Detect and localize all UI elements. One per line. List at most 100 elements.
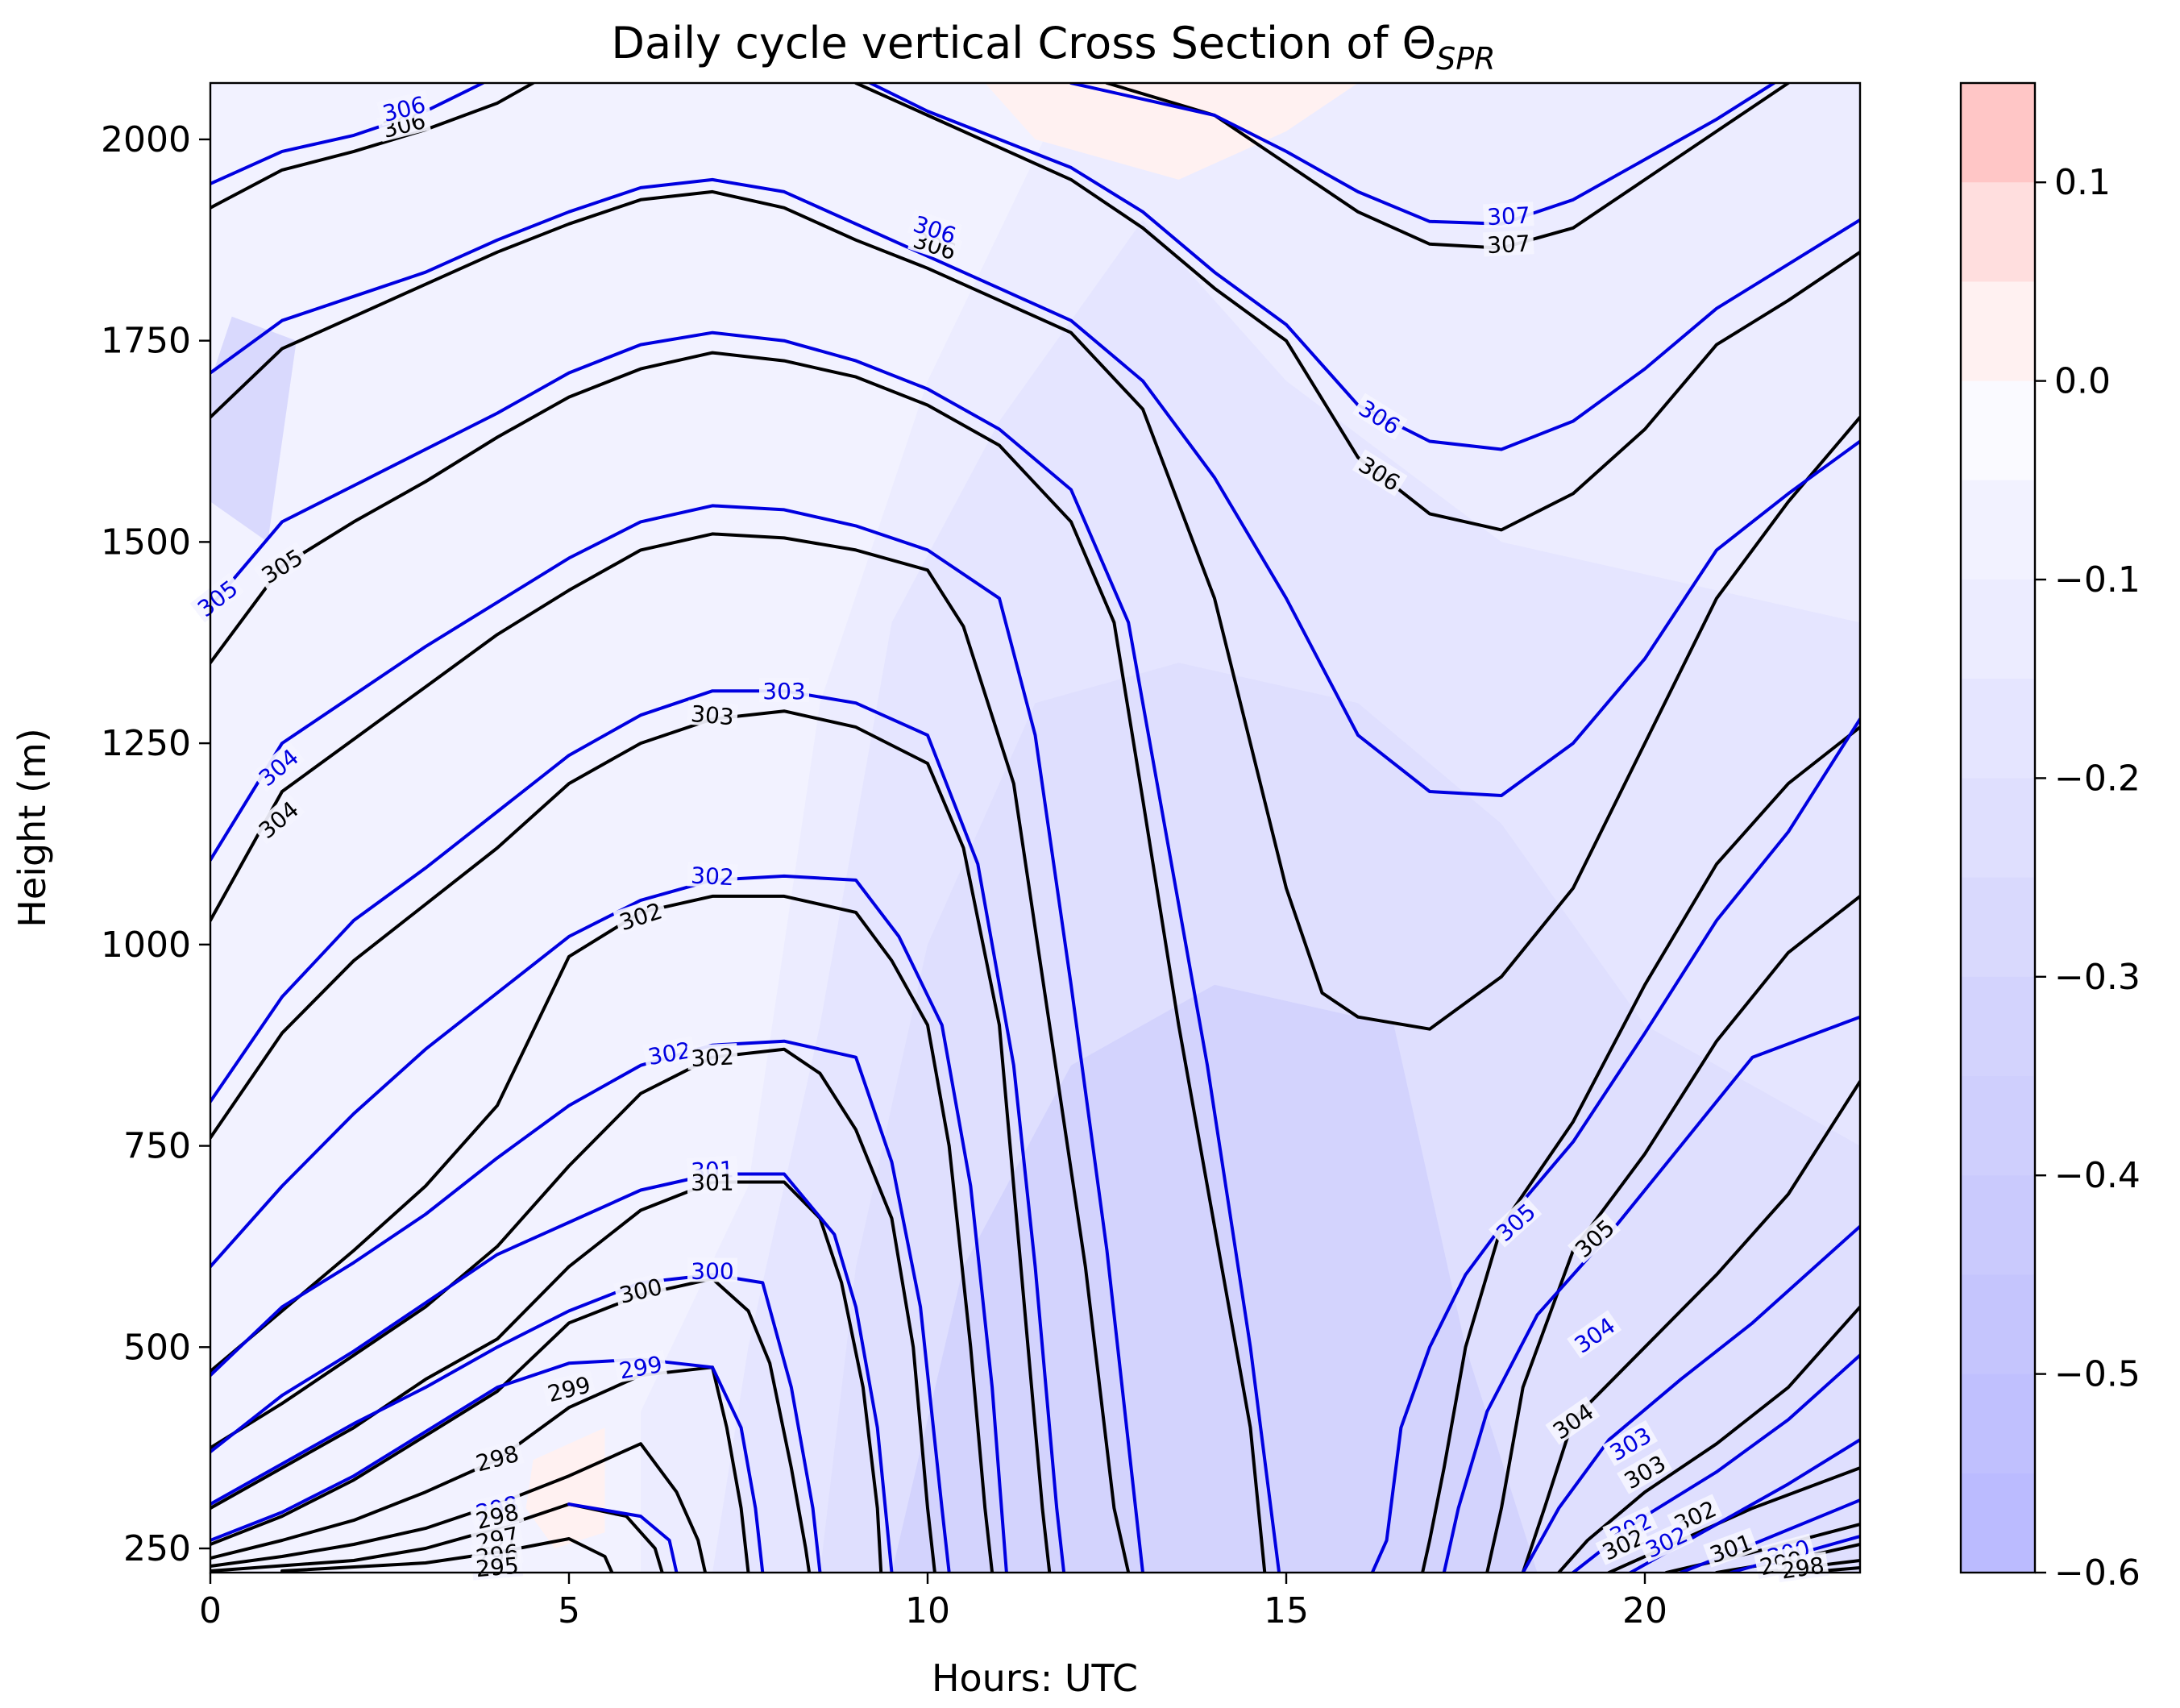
- contour-label: 300: [687, 1257, 737, 1284]
- contour-label-text: 300: [691, 1257, 733, 1284]
- contour-label-bg: [1567, 1211, 1622, 1264]
- x-tick-label: 10: [905, 1590, 950, 1631]
- contour-label: 298: [1775, 1551, 1829, 1585]
- contour-line-black: [210, 1442, 708, 1573]
- y-tick-label: 2000: [101, 119, 191, 160]
- contour-label-bg: [612, 896, 668, 935]
- contour-line-black: [210, 532, 1131, 1573]
- y-axis-label: Height (m): [10, 728, 54, 927]
- contour-label-text: 303: [762, 678, 805, 704]
- contour-line-layer: [210, 83, 1860, 1573]
- x-tick-label: 0: [199, 1590, 222, 1631]
- contour-label-bg: [1775, 1551, 1829, 1583]
- colorbar-segment: [1961, 1175, 2035, 1275]
- contour-line-blue: [1069, 83, 1776, 226]
- contour-label-text: 307: [1486, 230, 1530, 259]
- contour-label-bg: [1595, 1522, 1651, 1565]
- contour-label: 295: [471, 1552, 524, 1582]
- contour-line-blue: [210, 83, 485, 185]
- contour-label: 302: [687, 862, 738, 891]
- y-tick-label: 1750: [101, 321, 191, 362]
- contour-label-bg: [1483, 202, 1534, 229]
- colorbar-tick-label: −0.3: [2054, 957, 2141, 998]
- contour-label-text: 298: [1779, 1552, 1826, 1584]
- colorbar-ticks: 0.1 0.0 −0.1 −0.2 −0.3 −0.4 −0.5 −0.6: [2035, 162, 2141, 1594]
- contour-line-black: [854, 83, 1860, 532]
- colorbar-tick-label: 0.1: [2054, 162, 2111, 203]
- contour-label: 302: [687, 1043, 738, 1072]
- contour-label-bg: [251, 741, 305, 792]
- x-tick-label: 20: [1622, 1590, 1667, 1631]
- contour-label-bg: [376, 89, 431, 127]
- contour-label-bg: [1617, 1448, 1672, 1494]
- contour-label-text: 302: [690, 1043, 734, 1072]
- x-tick-label: 15: [1264, 1590, 1309, 1631]
- y-tick-label: 1500: [101, 522, 191, 563]
- colorbar-tick-label: −0.6: [2054, 1552, 2141, 1594]
- colorbar-segment: [1961, 580, 2035, 679]
- contour-label-text: 307: [1486, 202, 1530, 231]
- x-axis: 0 5 10 15 20: [199, 1573, 1667, 1631]
- colorbar: 0.1 0.0 −0.1 −0.2 −0.3 −0.4 −0.5 −0.6: [1959, 81, 2141, 1594]
- contour-label-bg: [687, 1043, 738, 1070]
- colorbar-segment: [1961, 380, 2035, 481]
- contour-label-bg: [642, 1036, 696, 1069]
- contour-line-black: [1105, 83, 1790, 250]
- colorbar-tick-label: −0.4: [2054, 1155, 2141, 1196]
- colorbar-segment: [1961, 281, 2035, 382]
- chart-title-subscript: SPR: [1436, 41, 1495, 77]
- contour-label-bg: [189, 572, 244, 623]
- contour-label: 299: [613, 1350, 667, 1385]
- contour-line-black: [210, 189, 1860, 1031]
- contour-line-blue: [210, 504, 1144, 1573]
- colorbar-segment: [1961, 877, 2035, 978]
- contour-label-bg: [542, 1370, 596, 1407]
- colorbar-segment: [1961, 83, 2035, 183]
- contour-label-bg: [687, 862, 738, 889]
- contour-label-bg: [254, 542, 309, 589]
- colorbar-segment: [1961, 480, 2035, 580]
- plot-frame: [209, 81, 1862, 1574]
- contour-line-black: [280, 1537, 614, 1573]
- contour-line-black: [210, 894, 994, 1573]
- contour-fill-region: [985, 83, 1358, 180]
- colorbar-tick-label: −0.2: [2054, 758, 2141, 799]
- contour-line-black: [210, 709, 1052, 1573]
- contour-label-bg: [907, 210, 963, 248]
- contour-line-black: [1485, 894, 1860, 1573]
- x-axis-label: Hours: UTC: [932, 1656, 1138, 1700]
- y-tick-label: 1250: [101, 723, 191, 764]
- contour-label-bg: [1602, 1419, 1659, 1466]
- colorbar-segment: [1961, 679, 2035, 779]
- contour-line-blue: [210, 1357, 765, 1573]
- contour-label-bg: [1703, 1527, 1759, 1568]
- chart-title-main: Daily cycle vertical Cross Section of Θ: [611, 18, 1436, 69]
- colorbar-tick-label: 0.0: [2054, 361, 2111, 402]
- contour-label-bg: [1567, 1310, 1622, 1359]
- y-tick-label: 500: [123, 1327, 191, 1368]
- x-tick-label: 5: [558, 1590, 580, 1631]
- contour-line-blue: [567, 1502, 679, 1573]
- colorbar-segment: [1961, 976, 2035, 1077]
- contour-label-bg: [469, 1439, 525, 1476]
- colorbar-fills: [1961, 83, 2035, 1573]
- contour-label-bg: [1545, 1396, 1601, 1445]
- contour-line-black: [210, 1180, 883, 1573]
- colorbar-segment: [1961, 1373, 2035, 1474]
- colorbar-segment: [1961, 1274, 2035, 1375]
- colorbar-segment: [1961, 182, 2035, 282]
- contour-line-black: [210, 83, 535, 210]
- colorbar-segment: [1961, 1473, 2035, 1573]
- contour-label-bg: [687, 1169, 737, 1194]
- colorbar-segment: [1961, 1076, 2035, 1176]
- contour-line-blue: [210, 1273, 822, 1573]
- contour-label-bg: [1352, 393, 1408, 440]
- contour-label-bg: [1483, 230, 1534, 257]
- contour-fill-region: [891, 984, 1538, 1573]
- contour-label: 303: [759, 678, 809, 704]
- colorbar-tick-label: −0.1: [2054, 559, 2141, 601]
- y-tick-label: 1000: [101, 925, 191, 966]
- contour-line-blue: [1521, 1224, 1860, 1573]
- contour-fill-layer: [210, 83, 1860, 1573]
- contour-label: 303: [686, 700, 739, 730]
